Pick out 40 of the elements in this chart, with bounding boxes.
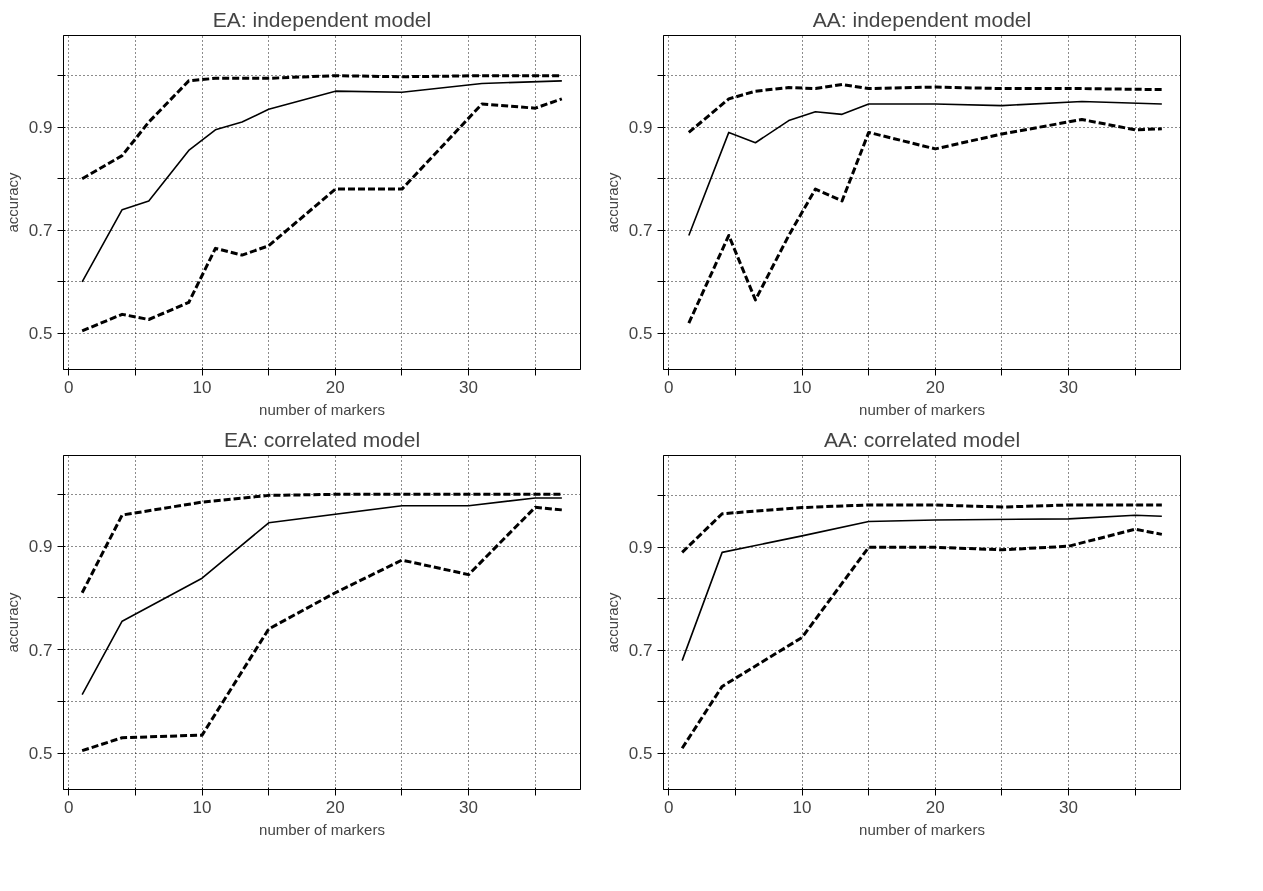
x-tick-label: 20 [325,377,345,397]
x-tick-label: 10 [792,797,812,817]
y-tick-label: 0.7 [628,221,653,241]
x-tick-label: 30 [459,377,479,397]
y-tick-label: 0.9 [628,118,653,138]
y-tick-label: 0.5 [628,324,653,344]
x-tick-label: 0 [664,797,674,817]
x-tick-label: 0 [664,377,674,397]
y-axis-title: accuracy [3,171,21,233]
chart-title: AA: correlated model [823,427,1021,451]
y-tick-label: 0.5 [28,324,53,344]
y-axis-title: accuracy [603,591,621,653]
chart-title: EA: independent model [212,7,432,31]
y-tick-label: 0.7 [28,221,53,241]
y-tick-label: 0.7 [628,641,653,661]
x-tick-label: 30 [1059,377,1079,397]
x-axis-title: number of markers [859,820,985,838]
y-tick-label: 0.9 [28,118,53,138]
x-axis-title: number of markers [259,820,385,838]
y-tick-label: 0.7 [28,640,53,660]
y-tick-label: 0.9 [628,538,653,558]
x-axis-title: number of markers [859,400,985,418]
y-tick-label: 0.5 [28,744,53,764]
x-tick-label: 10 [192,797,212,817]
x-axis-title: number of markers [259,400,385,418]
y-axis-title: accuracy [3,591,21,653]
y-tick-label: 0.5 [628,744,653,764]
chart-title: AA: independent model [812,7,1032,31]
chart-title: EA: correlated model [223,427,421,451]
x-tick-label: 20 [925,377,945,397]
x-tick-label: 10 [192,377,212,397]
x-tick-label: 10 [792,377,812,397]
x-tick-label: 0 [64,377,74,397]
y-tick-label: 0.9 [28,537,53,557]
x-tick-label: 20 [925,797,945,817]
x-tick-label: 30 [459,797,479,817]
y-axis-title: accuracy [603,171,621,233]
x-tick-label: 0 [64,797,74,817]
x-tick-label: 30 [1059,797,1079,817]
x-tick-label: 20 [325,797,345,817]
